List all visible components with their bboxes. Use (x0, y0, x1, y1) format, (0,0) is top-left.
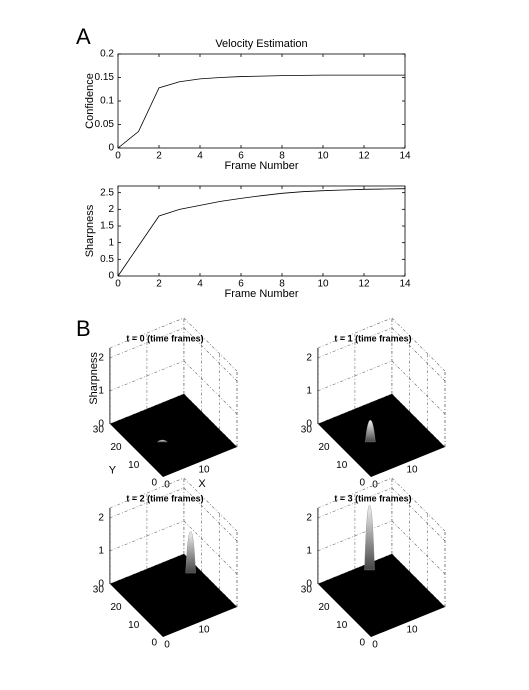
y-tick-label: 1.5 (100, 221, 114, 232)
y-tick-label: 20 (110, 442, 122, 453)
y-tick-label: 2.5 (100, 187, 114, 198)
plot-frame (117, 53, 406, 149)
chart-title: t = 3 (time frames) (334, 493, 411, 503)
x-tick-label: 14 (399, 279, 411, 290)
y-tick-label: 20 (110, 602, 122, 613)
z-tick-label: 2 (306, 353, 312, 364)
x-tick-label: 0 (372, 480, 378, 491)
y-tick-label: 0 (108, 271, 114, 282)
grid-line (109, 477, 185, 509)
grid-line (183, 317, 238, 372)
grid-line (109, 317, 185, 349)
x-axis-label: Frame Number (225, 288, 299, 300)
z-axis-label: Sharpness (88, 352, 100, 405)
z-tick-label: 2 (98, 353, 104, 364)
grid-line (183, 477, 238, 532)
y-tick-label: 0 (151, 478, 157, 489)
x-tick-label: 0 (115, 279, 121, 290)
grid-line (391, 477, 446, 532)
z-tick-label: 1 (306, 386, 312, 397)
surface-peak (365, 419, 376, 443)
z-tick-label: 1 (98, 546, 104, 557)
y-tick-label: 10 (336, 620, 348, 631)
y-tick-label: 20 (318, 442, 330, 453)
x-tick-label: 2 (156, 279, 162, 290)
panel-label: B (76, 316, 91, 341)
z-tick-label: 0 (98, 419, 104, 430)
y-axis-label: Confidence (84, 73, 96, 129)
x-tick-label: 0 (164, 640, 170, 651)
x-tick-label: 10 (406, 465, 418, 476)
x-tick-label: 10 (198, 465, 210, 476)
x-tick-label: 10 (406, 625, 418, 636)
y-tick-label: 30 (301, 585, 313, 596)
y-tick-label: 0.05 (95, 119, 115, 130)
surface-peak (364, 505, 375, 571)
data-line (117, 74, 405, 149)
chart-title: t = 0 (time frames) (126, 333, 203, 343)
x-tick-label: 8 (279, 151, 285, 162)
y-tick-label: 0.15 (95, 72, 115, 83)
y-tick-label: 30 (301, 425, 313, 436)
y-tick-label: 2 (108, 204, 114, 215)
y-axis-label: Sharpness (84, 204, 96, 257)
surface-peak (185, 531, 196, 574)
y-tick-label: 30 (93, 585, 105, 596)
x-tick-label: 4 (197, 151, 203, 162)
x-tick-label: 10 (198, 625, 210, 636)
x-tick-label: 12 (358, 151, 370, 162)
x-tick-label: 14 (399, 151, 411, 162)
z-tick-label: 0 (306, 579, 312, 590)
y-tick-label: 10 (128, 620, 140, 631)
z-tick-label: 0 (98, 579, 104, 590)
x-tick-label: 8 (279, 279, 285, 290)
y-tick-label: 0.5 (100, 254, 114, 265)
y-tick-label: 0 (359, 478, 365, 489)
chart-title: t = 1 (time frames) (334, 333, 411, 343)
grid-line (317, 477, 393, 509)
z-tick-label: 2 (306, 513, 312, 524)
grid-line (317, 317, 393, 349)
y-tick-label: 0 (108, 143, 114, 154)
surface-floor (109, 553, 237, 637)
grid-line (391, 317, 446, 372)
z-tick-label: 1 (306, 546, 312, 557)
x-axis-label: X (198, 478, 206, 490)
chart-title: Velocity Estimation (215, 38, 307, 50)
y-tick-label: 20 (318, 602, 330, 613)
y-tick-label: 0 (151, 638, 157, 649)
x-tick-label: 12 (358, 279, 370, 290)
z-tick-label: 0 (306, 419, 312, 430)
surface-peak (156, 439, 168, 443)
z-tick-label: 1 (98, 386, 104, 397)
surface-floor (109, 393, 237, 477)
x-tick-label: 6 (238, 151, 244, 162)
y-tick-label: 1 (108, 237, 114, 248)
y-tick-label: 30 (93, 425, 105, 436)
x-tick-label: 4 (197, 279, 203, 290)
y-tick-label: 0 (359, 638, 365, 649)
x-tick-label: 10 (317, 279, 329, 290)
x-tick-label: 6 (238, 279, 244, 290)
surface-floor (317, 553, 445, 637)
x-tick-label: 0 (164, 480, 170, 491)
x-tick-label: 0 (372, 640, 378, 651)
x-tick-label: 10 (317, 151, 329, 162)
x-tick-label: 2 (156, 151, 162, 162)
plot-frame (117, 185, 406, 277)
surface-floor (317, 393, 445, 477)
z-tick-label: 2 (98, 513, 104, 524)
chart-title: t = 2 (time frames) (126, 493, 203, 503)
y-tick-label: 10 (336, 460, 348, 471)
y-axis-label: Y (109, 464, 117, 476)
y-tick-label: 0.2 (100, 49, 114, 60)
x-axis-label: Frame Number (225, 160, 299, 172)
x-tick-label: 0 (115, 151, 121, 162)
y-tick-label: 10 (128, 460, 140, 471)
data-line (117, 188, 406, 277)
panel-label: A (76, 24, 91, 49)
y-tick-label: 0.1 (100, 96, 114, 107)
